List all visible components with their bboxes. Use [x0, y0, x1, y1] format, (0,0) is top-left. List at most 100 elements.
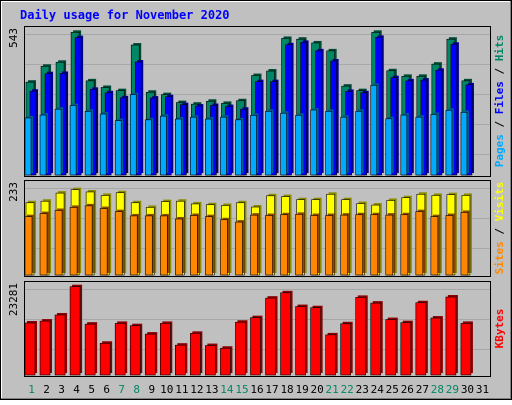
bar-pages-day-6 [99, 113, 107, 176]
bar-kbytes-day-11 [175, 344, 186, 376]
bar-pages-day-22 [340, 116, 347, 176]
day-label: 2 [43, 383, 50, 396]
bar-sites-day-10 [159, 215, 168, 276]
bar-pages-day-5 [84, 111, 92, 176]
bar-sites-day-30 [460, 212, 469, 276]
bar-pages-day-21 [325, 111, 332, 176]
bar-pages-day-15 [235, 119, 242, 176]
bar-sites-day-29 [445, 215, 454, 276]
day-label: 8 [133, 383, 140, 396]
day-label: 9 [148, 383, 155, 396]
bar-pages-day-19 [295, 115, 302, 176]
bar-sites-day-19 [295, 214, 303, 276]
bar-sites-day-5 [84, 205, 93, 276]
bar-pages-day-16 [250, 115, 257, 176]
day-label: 10 [160, 383, 173, 396]
bar-sites-day-22 [340, 214, 348, 276]
bar-kbytes-day-7 [114, 323, 126, 376]
bar-pages-day-3 [54, 108, 62, 176]
bar-kbytes-day-29 [445, 296, 457, 376]
bar-kbytes-day-15 [235, 321, 246, 376]
bar-pages-day-17 [265, 111, 272, 176]
bar-sites-day-2 [39, 213, 48, 276]
bar-kbytes-day-22 [340, 323, 351, 376]
bar-kbytes-day-6 [99, 342, 111, 376]
legend-part: Files [493, 81, 506, 114]
legend-part: KBytes [493, 309, 506, 349]
day-label: 13 [205, 383, 218, 396]
bar-kbytes-day-17 [265, 297, 276, 376]
bar-kbytes-day-28 [430, 317, 442, 376]
bar-kbytes-day-30 [460, 323, 472, 376]
bar-kbytes-day-21 [325, 334, 336, 376]
day-label: 21 [326, 383, 339, 396]
day-label: 29 [446, 383, 459, 396]
bar-sites-day-25 [385, 214, 394, 276]
bar-sites-day-12 [190, 215, 198, 276]
series-legend: Sites / Visits [493, 182, 506, 275]
day-label: 28 [431, 383, 444, 396]
bar-sites-day-15 [235, 221, 243, 276]
bar-pages-day-11 [175, 118, 182, 176]
bar-pages-day-1 [24, 117, 32, 176]
bar-kbytes-day-25 [385, 319, 397, 376]
bar-kbytes-day-14 [220, 347, 231, 376]
y-max-label: 233 [7, 182, 20, 202]
legend-part: Hits [493, 35, 506, 62]
bar-kbytes-day-9 [144, 333, 156, 376]
day-label: 14 [220, 383, 234, 396]
bar-sites-day-20 [310, 215, 318, 276]
day-label: 20 [311, 383, 324, 396]
bar-kbytes-day-24 [370, 302, 382, 376]
legend-part: / [493, 61, 506, 81]
bar-pages-day-24 [370, 85, 378, 176]
day-label: 7 [118, 383, 125, 396]
legend-part: Pages [493, 134, 506, 167]
visits-sites-panel: 233 Sites / Visits [7, 180, 506, 277]
bar-kbytes-day-5 [84, 323, 96, 376]
bar-kbytes-day-2 [39, 320, 51, 376]
day-label: 23 [356, 383, 369, 396]
day-label: 1 [28, 383, 35, 396]
bar-sites-day-18 [280, 214, 288, 276]
bar-kbytes-day-8 [129, 325, 141, 376]
day-label: 30 [461, 383, 474, 396]
kbytes-panel: 23281 KBytes [7, 281, 506, 377]
bar-kbytes-day-16 [250, 317, 261, 376]
bar-files-day-18 [285, 44, 292, 176]
bar-kbytes-day-3 [54, 314, 66, 376]
bar-files-day-19 [300, 42, 307, 176]
legend-part: Visits [493, 182, 506, 222]
bar-pages-day-4 [69, 105, 77, 176]
day-label: 12 [190, 383, 203, 396]
bar-sites-day-16 [250, 214, 258, 276]
bar-sites-day-13 [205, 216, 213, 276]
bar-kbytes-day-26 [400, 322, 412, 376]
bar-kbytes-day-18 [280, 292, 291, 376]
bar-kbytes-day-20 [310, 307, 321, 376]
bar-pages-day-13 [205, 118, 212, 176]
day-label: 22 [341, 383, 354, 396]
day-label: 31 [476, 383, 489, 396]
bar-sites-day-3 [54, 210, 63, 276]
day-label: 16 [250, 383, 263, 396]
bar-sites-day-6 [99, 208, 108, 276]
day-label: 18 [280, 383, 293, 396]
bar-pages-day-29 [445, 109, 453, 176]
bar-sites-day-17 [265, 215, 273, 276]
chart-title: Daily usage for November 2020 [20, 8, 230, 22]
bar-pages-day-8 [129, 94, 137, 176]
day-label: 3 [58, 383, 65, 396]
day-label: 26 [401, 383, 414, 396]
bar-pages-day-2 [39, 114, 47, 176]
bar-sites-day-11 [175, 218, 183, 276]
bar-sites-day-9 [144, 215, 153, 276]
bar-kbytes-day-1 [24, 322, 36, 376]
bar-kbytes-day-27 [415, 302, 427, 376]
series-legend: Pages / Files / Hits [493, 35, 506, 168]
day-label: 25 [386, 383, 399, 396]
y-max-label: 543 [7, 28, 20, 48]
hits-files-pages-panel: 543 Pages / Files / Hits [7, 26, 506, 177]
